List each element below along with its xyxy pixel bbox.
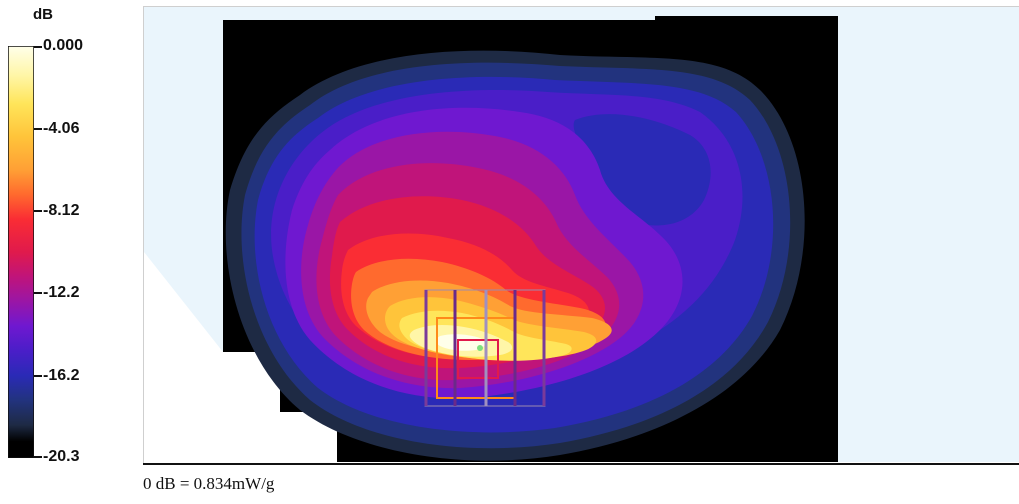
- reference-level-note: 0 dB = 0.834mW/g: [143, 474, 275, 493]
- colorbar-tick-2: [34, 210, 42, 212]
- colorbar-tick-5: [34, 456, 42, 458]
- colorbar-tick-0: [34, 46, 42, 48]
- colorbar-tick-1: [34, 128, 42, 130]
- colorbar-tick-4: [34, 375, 42, 377]
- colorbar-tick-label-2: -8.12: [43, 202, 80, 219]
- colorbar-tick-label-1: -4.06: [43, 120, 80, 137]
- zoom-scan-inner-box: [457, 339, 499, 379]
- colorbar-tick-label-3: -12.2: [43, 284, 80, 301]
- plot-baseline: [143, 463, 1019, 465]
- colorbar-tick-label-4: -16.2: [43, 367, 80, 384]
- contour-peak: [436, 334, 485, 351]
- peak-marker: [477, 345, 483, 351]
- colorbar-unit-label: dB: [33, 6, 53, 23]
- plot-area-frame: [143, 6, 1019, 464]
- colorbar-tick-label-5: -20.3: [43, 448, 80, 465]
- colorbar-tick-label-0: 0.000: [43, 37, 84, 54]
- colorbar-tick-3: [34, 292, 42, 294]
- colorbar: [8, 46, 34, 458]
